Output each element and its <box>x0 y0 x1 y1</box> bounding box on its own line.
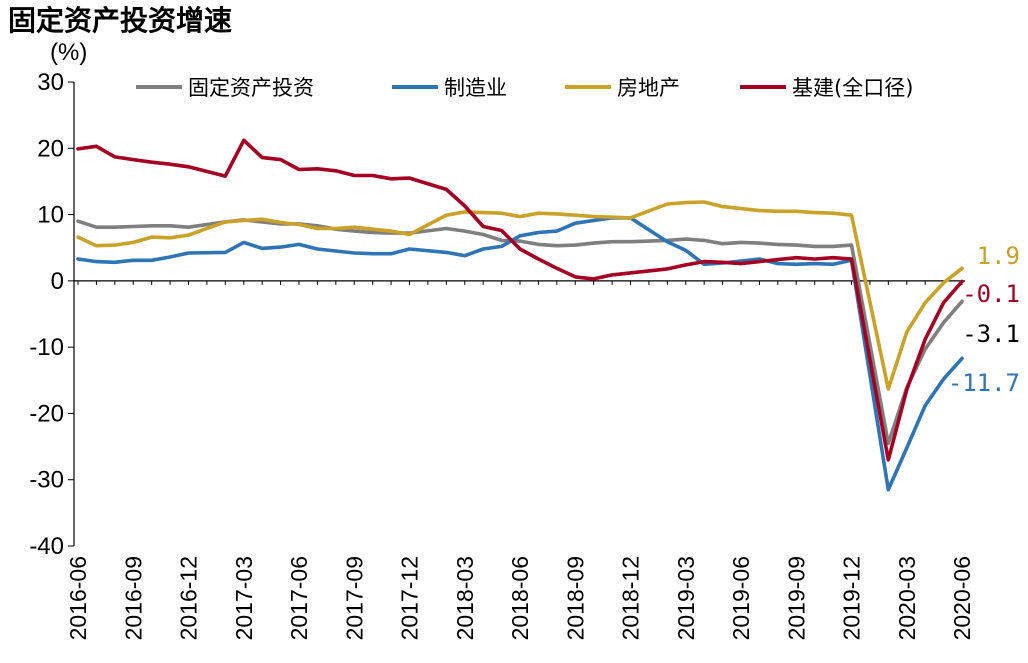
x-tick-label: 2017-09 <box>341 556 367 640</box>
series-end-label: 1.9 <box>977 242 1020 270</box>
series-line <box>76 216 964 492</box>
y-axis-unit-label: (%) <box>50 39 87 66</box>
x-tick-label: 2018-06 <box>507 556 533 640</box>
legend-label: 制造业 <box>444 76 507 100</box>
y-tick-label: -30 <box>29 467 64 494</box>
y-tick-label: 20 <box>37 135 64 162</box>
series-end-label: -3.1 <box>962 320 1020 348</box>
y-axis-ticks: 30 20 10 0 -10 -20 -30 -40 <box>29 69 74 560</box>
y-tick-label: 30 <box>37 69 64 96</box>
x-tick-label: 2020-06 <box>949 556 975 640</box>
series-line <box>76 138 964 462</box>
x-tick-label: 2016-12 <box>176 556 202 640</box>
x-tick-label: 2019-09 <box>783 556 809 640</box>
x-tick-label: 2017-03 <box>231 556 257 640</box>
series-lines <box>76 138 964 492</box>
axes <box>73 82 965 546</box>
x-tick-label: 2016-09 <box>120 556 146 640</box>
x-tick-label: 2019-12 <box>839 556 865 640</box>
series-end-label: -11.7 <box>948 369 1020 397</box>
y-tick-label: -20 <box>29 400 64 427</box>
x-tick-label: 2018-12 <box>618 556 644 640</box>
x-tick-label: 2019-06 <box>728 556 754 640</box>
y-tick-label: 0 <box>51 268 64 295</box>
y-tick-label: -40 <box>29 533 64 560</box>
x-tick-label: 2020-03 <box>894 556 920 640</box>
x-axis-ticks: 2016-06 2016-09 2016-12 2017-03 2017-06 2017-… <box>65 280 975 640</box>
series-line <box>76 200 964 391</box>
end-labels: -3.1 -11.7 1.9 -0.1 <box>948 242 1020 397</box>
x-tick-label: 2017-06 <box>286 556 312 640</box>
x-tick-label: 2016-06 <box>65 556 91 640</box>
legend-label: 固定资产投资 <box>188 76 314 100</box>
x-tick-label: 2018-09 <box>562 556 588 640</box>
x-tick-label: 2018-03 <box>452 556 478 640</box>
x-tick-label: 2017-12 <box>397 556 423 640</box>
legend: 固定资产投资 制造业 房地产 基建(全口径) <box>136 76 913 100</box>
y-tick-label: 10 <box>37 202 64 229</box>
legend-label: 房地产 <box>617 76 680 100</box>
legend-label: 基建(全口径) <box>792 76 913 100</box>
x-tick-label: 2019-03 <box>673 556 699 640</box>
chart-title: 固定资产投资增速 <box>8 4 232 37</box>
y-tick-label: -10 <box>29 334 64 361</box>
series-end-label: -0.1 <box>962 280 1020 308</box>
